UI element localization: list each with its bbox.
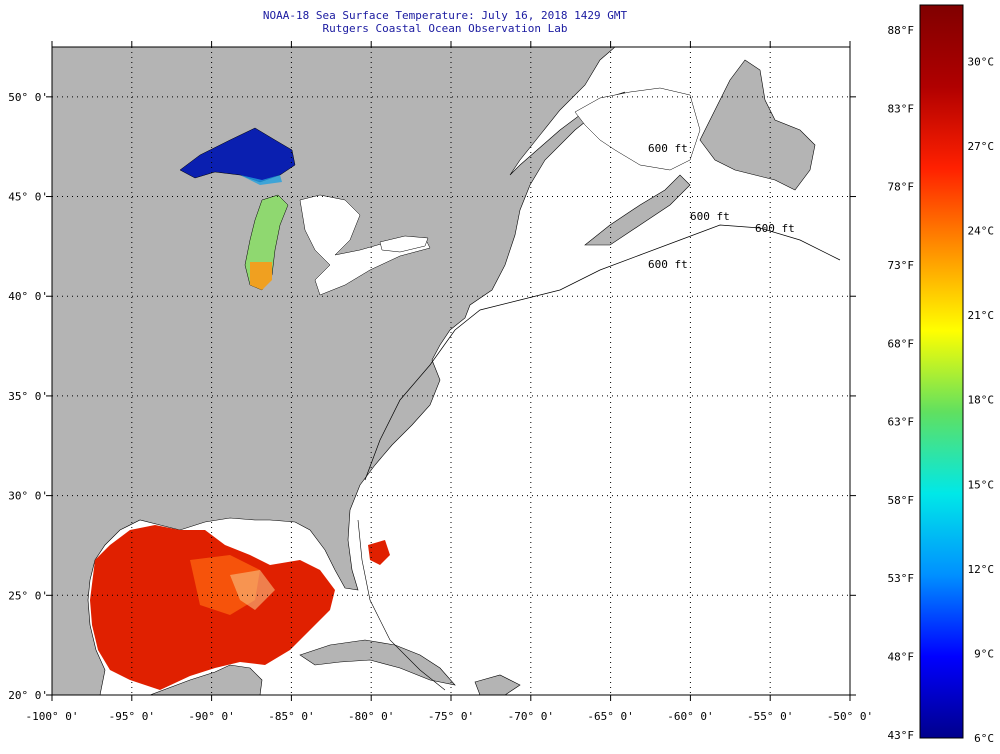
land-newfoundland: [699, 59, 816, 191]
land-nova-scotia: [584, 174, 691, 246]
lon-tick-label: -60° 0': [667, 710, 713, 723]
contour-label: 600 ft: [648, 142, 688, 155]
contour-600ft: [364, 224, 841, 481]
colorbar-c-label: 18°C: [968, 394, 995, 407]
map-frame: [51, 46, 851, 696]
lake-superior-sst: [179, 127, 296, 183]
graticule: [46, 41, 856, 701]
colorbar-c-label: 12°C: [968, 563, 995, 576]
lat-tick-label: 45° 0': [8, 191, 48, 204]
colorbar-c-label: 24°C: [968, 225, 995, 238]
contour-label: 600 ft: [648, 258, 688, 271]
lon-tick-label: -100° 0': [26, 710, 79, 723]
lat-tick-label: 35° 0': [8, 390, 48, 403]
colorbar-f-label: 78°F: [888, 181, 915, 194]
colorbar-labels: 88°F 83°F 78°F 73°F 68°F 63°F 58°F 53°F 48°F 43°F…: [888, 24, 995, 745]
land-yucatan: [149, 664, 263, 695]
land-hispaniola: [474, 674, 521, 695]
map-title: NOAA-18 Sea Surface Temperature: July 16…: [262, 9, 628, 22]
lat-tick-label: 30° 0': [8, 490, 48, 503]
colorbar-c-label: 15°C: [968, 478, 995, 491]
florida-warm-strip: [368, 540, 390, 565]
colorbar-c-label: 21°C: [968, 309, 995, 322]
lon-tick-label: -95° 0': [109, 710, 155, 723]
lon-tick-label: -90° 0': [188, 710, 234, 723]
colorbar-c-label: 6°C: [974, 732, 994, 745]
colorbar-f-label: 68°F: [888, 337, 915, 350]
lat-tick-label: 20° 0': [8, 689, 48, 702]
colorbar-f-label: 83°F: [888, 102, 915, 115]
gulf-light-patch: [230, 570, 275, 610]
colorbar: [919, 4, 964, 739]
lat-tick-label: 50° 0': [8, 91, 48, 104]
colorbar-f-label: 48°F: [888, 651, 915, 664]
colorbar-f-label: 58°F: [888, 494, 915, 507]
lake-michigan-south: [250, 262, 272, 290]
colorbar-f-label: 63°F: [888, 416, 915, 429]
colorbar-c-label: 27°C: [968, 140, 995, 153]
colorbar-f-label: 43°F: [888, 729, 915, 742]
colorbar-c-label: 30°C: [968, 55, 995, 68]
contour-label: 600 ft: [755, 222, 795, 235]
land-cuba: [299, 639, 456, 686]
lon-tick-label: -75° 0': [428, 710, 474, 723]
lake-huron-erie: [299, 194, 431, 296]
lon-tick-label: -80° 0': [348, 710, 394, 723]
contour-600ft-south: [357, 519, 446, 691]
lon-tick-label: -70° 0': [508, 710, 554, 723]
lake-ontario: [379, 235, 429, 253]
lon-tick-label: -50° 0': [827, 710, 873, 723]
colorbar-f-label: 88°F: [888, 24, 915, 37]
lon-tick-label: -65° 0': [587, 710, 633, 723]
lat-tick-label: 25° 0': [8, 589, 48, 602]
lon-tick-label: -55° 0': [747, 710, 793, 723]
gulf-st-lawrence: [574, 87, 701, 171]
contour-label: 600 ft: [690, 210, 730, 223]
lake-superior-edge: [240, 175, 282, 185]
axis-labels: -100° 0' -95° 0' -90° 0' -85° 0' -80° 0' -75°…: [8, 91, 873, 723]
lat-tick-label: 40° 0': [8, 290, 48, 303]
colorbar-f-label: 73°F: [888, 259, 915, 272]
map-subtitle: Rutgers Coastal Ocean Observation Lab: [322, 22, 568, 35]
colorbar-c-label: 9°C: [974, 647, 994, 660]
colorbar-f-label: 53°F: [888, 572, 915, 585]
lon-tick-label: -85° 0': [268, 710, 314, 723]
